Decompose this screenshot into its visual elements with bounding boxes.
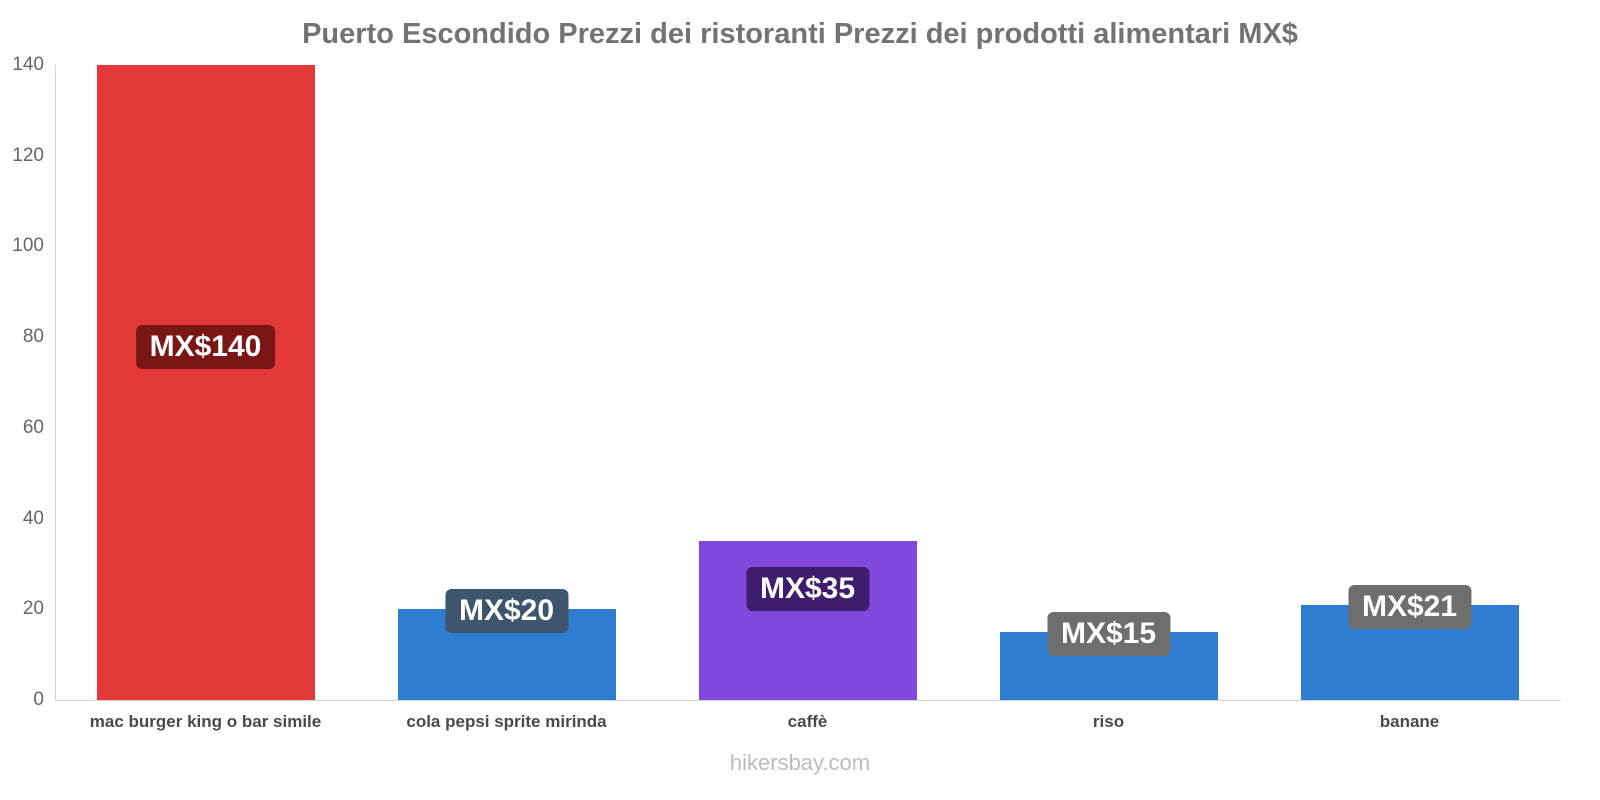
y-tick-label: 0 bbox=[33, 689, 44, 710]
y-tick-label: 60 bbox=[22, 416, 44, 438]
y-tick-label: 120 bbox=[12, 144, 44, 166]
footer-link[interactable]: hikersbay.com bbox=[729, 750, 871, 775]
bar-value-label: MX$35 bbox=[745, 567, 870, 612]
bar-value-label: MX$140 bbox=[135, 325, 276, 370]
y-tick-label: 140 bbox=[12, 54, 44, 75]
bar bbox=[698, 541, 917, 700]
category-label: mac burger king o bar simile bbox=[89, 712, 322, 731]
y-tick-label: 40 bbox=[22, 507, 44, 529]
category-label: caffè bbox=[787, 712, 828, 731]
bar-value-label: MX$21 bbox=[1347, 584, 1472, 629]
plot-area bbox=[55, 65, 1561, 701]
bar-value-label: MX$15 bbox=[1046, 611, 1171, 656]
y-tick-label: 80 bbox=[22, 326, 44, 348]
category-label: banane bbox=[1379, 712, 1440, 731]
bar bbox=[96, 65, 315, 700]
y-tick-label: 20 bbox=[22, 598, 44, 620]
category-label: cola pepsi sprite mirinda bbox=[406, 712, 607, 731]
y-tick-label: 100 bbox=[12, 235, 44, 257]
category-label: riso bbox=[1092, 712, 1125, 731]
bar-value-label: MX$20 bbox=[444, 589, 569, 634]
chart-title: Puerto Escondido Prezzi dei ristoranti P… bbox=[302, 18, 1298, 50]
